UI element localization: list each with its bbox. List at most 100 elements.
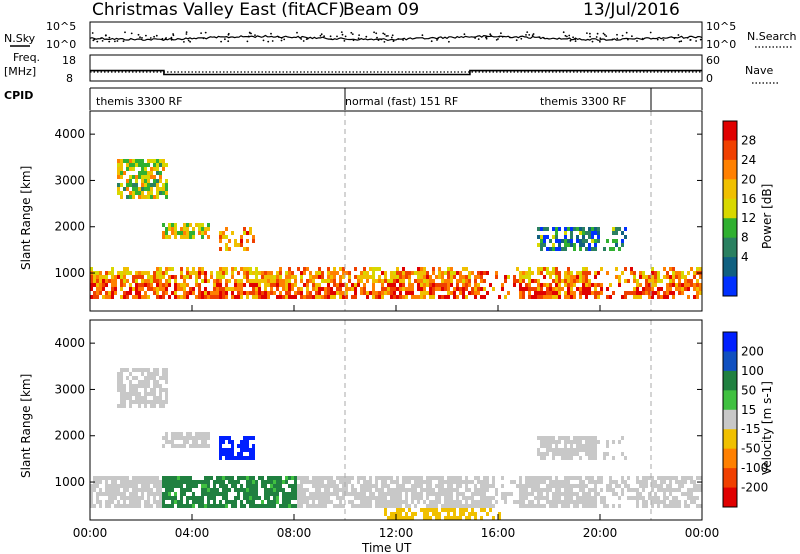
- power-cell: [111, 283, 114, 287]
- velocity-cell: [609, 484, 612, 488]
- velocity-cell: [258, 476, 261, 480]
- power-cell: [183, 227, 186, 231]
- velocity-cell: [621, 492, 624, 496]
- velocity-cell: [597, 440, 600, 444]
- power-cell: [297, 287, 300, 291]
- power-cell: [420, 279, 423, 283]
- power-cell: [252, 279, 255, 283]
- power-cell: [153, 167, 156, 171]
- power-cell: [573, 243, 576, 247]
- power-cell: [165, 271, 168, 275]
- velocity-cell: [261, 500, 264, 504]
- nsearch-point: [385, 35, 388, 37]
- velocity-cell: [663, 496, 666, 500]
- velocity-cell: [132, 484, 135, 488]
- power-cell: [210, 275, 213, 279]
- velocity-cell: [183, 488, 186, 492]
- power-cell: [381, 271, 384, 275]
- velocity-cell: [90, 504, 93, 508]
- velocity-cell: [174, 480, 177, 484]
- power-cell: [696, 267, 699, 271]
- velocity-cell: [555, 476, 558, 480]
- velocity-cell: [183, 480, 186, 484]
- nsearch-point: [596, 32, 599, 35]
- velocity-cell: [522, 492, 525, 496]
- velocity-cell: [132, 388, 135, 392]
- velocity-cell: [582, 480, 585, 484]
- nsearch-point: [616, 37, 619, 40]
- velocity-cell: [387, 476, 390, 480]
- power-cell: [90, 267, 93, 271]
- velocity-cell: [168, 476, 171, 480]
- power-cell: [420, 275, 423, 279]
- velocity-cell: [129, 396, 132, 400]
- velocity-cell: [414, 476, 417, 480]
- velocity-cell: [291, 476, 294, 480]
- velocity-cell: [552, 452, 555, 456]
- power-cell: [354, 287, 357, 291]
- velocity-cell: [270, 480, 273, 484]
- power-cell: [693, 275, 696, 279]
- power-cell: [555, 295, 558, 299]
- velocity-cell: [423, 480, 426, 484]
- power-cell: [342, 283, 345, 287]
- velocity-cell: [225, 452, 228, 456]
- power-cell: [558, 239, 561, 243]
- velocity-cell: [582, 492, 585, 496]
- power-cell: [246, 267, 249, 271]
- power-cell: [156, 179, 159, 183]
- velocity-cell: [429, 476, 432, 480]
- power-cell: [438, 295, 441, 299]
- power-cell: [102, 295, 105, 299]
- velocity-cell: [156, 488, 159, 492]
- velocity-cell: [369, 500, 372, 504]
- velocity-cell: [699, 504, 702, 508]
- power-cell: [168, 227, 171, 231]
- velocity-cell: [123, 476, 126, 480]
- velocity-cell: [573, 484, 576, 488]
- power-cell: [549, 271, 552, 275]
- power-cell: [513, 275, 516, 279]
- power-cell: [336, 291, 339, 295]
- power-cell: [477, 287, 480, 291]
- velocity-cell: [453, 500, 456, 504]
- nsearch-point: [631, 35, 633, 38]
- velocity-cell: [399, 516, 402, 520]
- velocity-cell: [117, 488, 120, 492]
- velocity-cell: [315, 476, 318, 480]
- velocity-cell: [588, 488, 591, 492]
- velocity-cell: [684, 492, 687, 496]
- velocity-cell: [450, 508, 453, 512]
- velocity-cell: [417, 500, 420, 504]
- power-cell: [570, 287, 573, 291]
- velocity-cell: [477, 504, 480, 508]
- power-cell: [141, 191, 144, 195]
- power-cell: [159, 295, 162, 299]
- velocity-cell: [123, 388, 126, 392]
- velocity-cell: [462, 512, 465, 516]
- power-cell: [189, 235, 192, 239]
- velocity-cell: [696, 476, 699, 480]
- power-cell: [555, 275, 558, 279]
- velocity-cell: [450, 496, 453, 500]
- velocity-cell: [405, 500, 408, 504]
- power-cell: [93, 295, 96, 299]
- velocity-cell: [603, 456, 606, 460]
- velocity-cell: [678, 504, 681, 508]
- velocity-cell: [594, 484, 597, 488]
- nsearch-point: [574, 40, 577, 42]
- power-cell: [375, 279, 378, 283]
- power-cell: [372, 287, 375, 291]
- power-cell: [474, 283, 477, 287]
- nsearch-point: [155, 34, 158, 37]
- power-cell: [246, 231, 249, 235]
- power-cell: [678, 291, 681, 295]
- power-cell: [366, 275, 369, 279]
- velocity-cell: [486, 476, 489, 480]
- power-cell: [423, 291, 426, 295]
- power-cell: [447, 283, 450, 287]
- velocity-cell: [231, 448, 234, 452]
- velocity-cell: [165, 436, 168, 440]
- power-cell: [582, 283, 585, 287]
- power-cell: [147, 187, 150, 191]
